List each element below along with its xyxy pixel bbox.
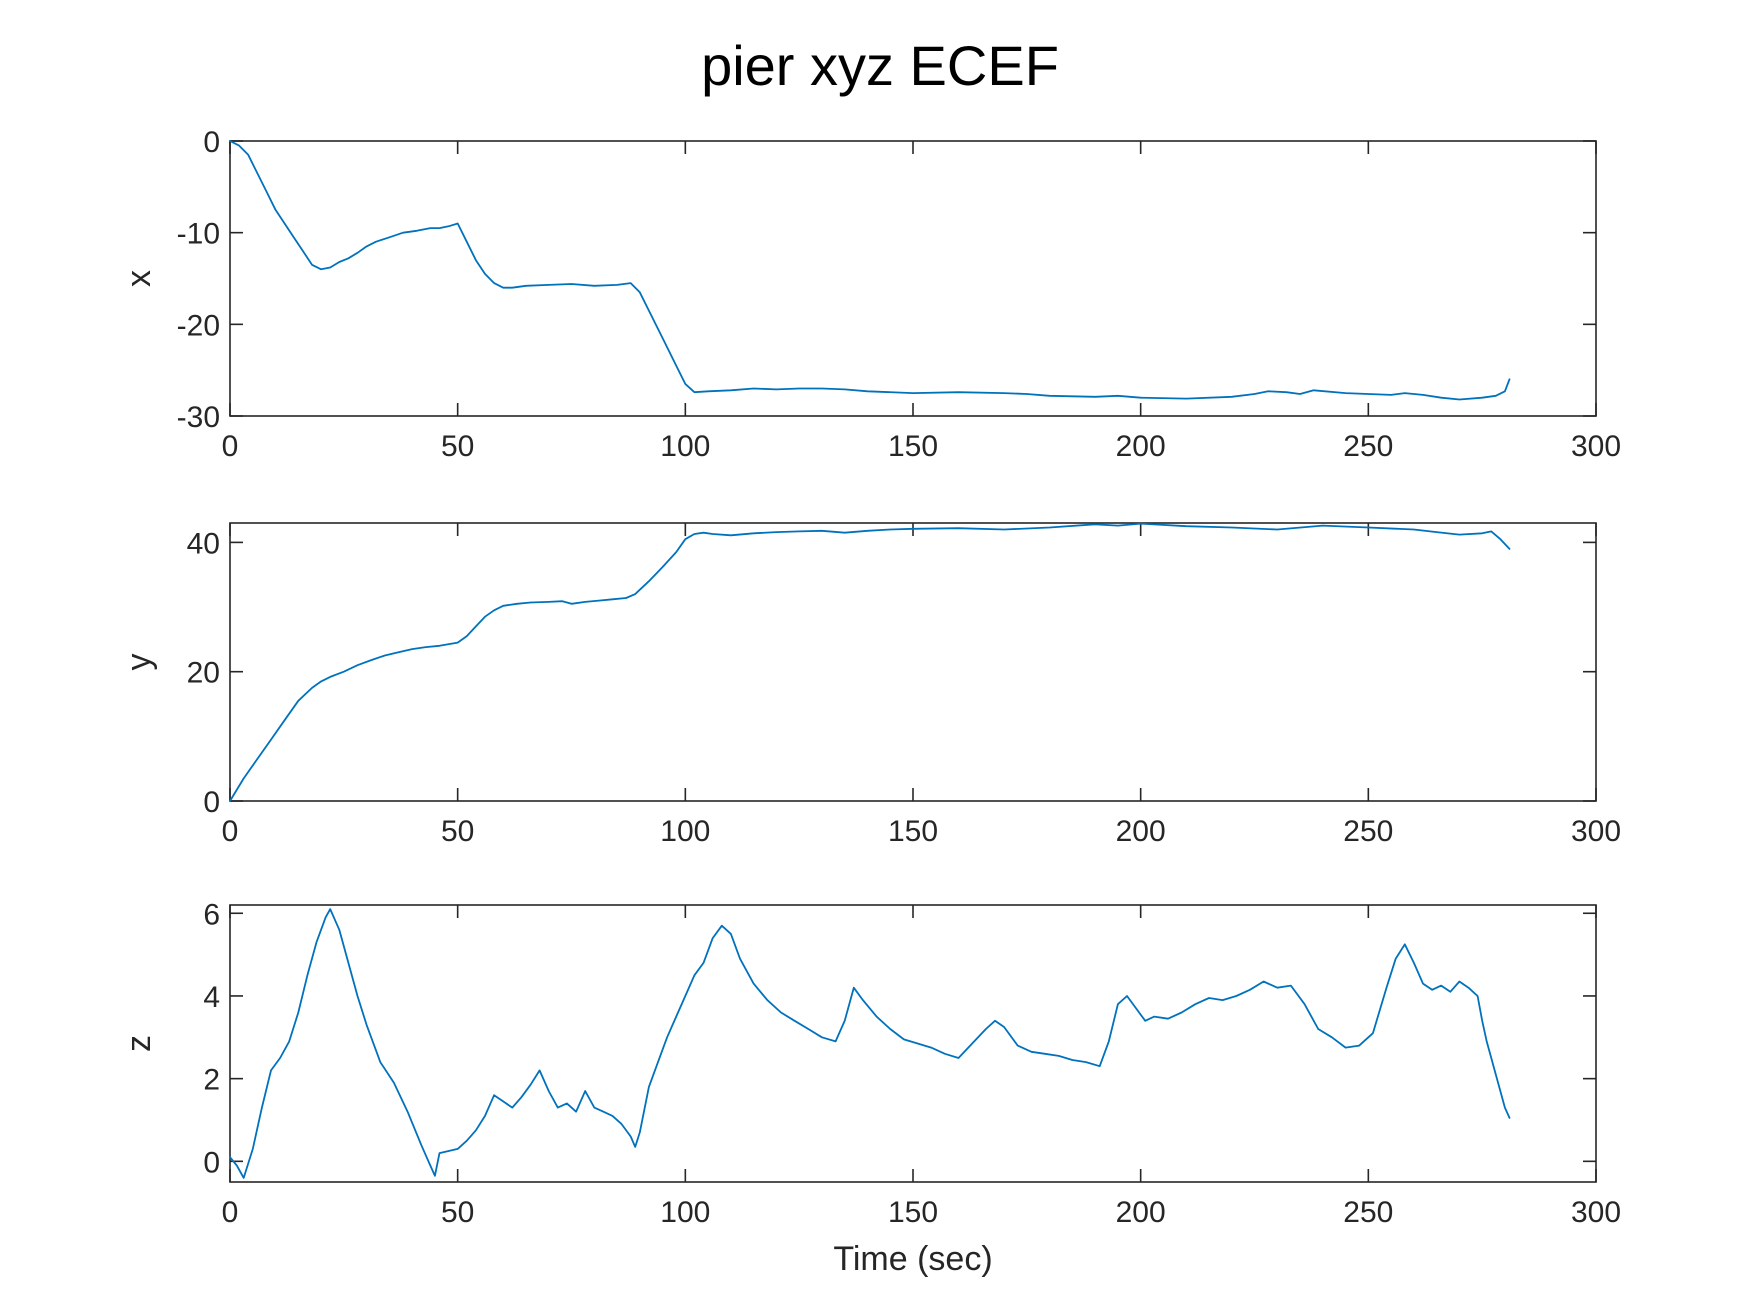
subplot-y: 0 50 100 150 200 250 300 0 20 40 y [120,522,1621,848]
x-tick-label: 150 [888,815,938,848]
x-tick-label: 300 [1571,1196,1621,1229]
x-tick-label: 250 [1343,815,1393,848]
y-tick-label: 0 [203,786,220,819]
x-tick-label: 50 [441,1196,474,1229]
x-tick-label: 0 [222,430,239,463]
x-tick-label: 150 [888,430,938,463]
x-tick-label: 150 [888,1196,938,1229]
y-tick-label: 40 [187,527,220,560]
y-axis-label: x [120,270,158,287]
y-tick-label: 6 [203,898,220,931]
subplot-x: 0 50 100 150 200 250 300 0 -10 -20 -30 x [120,126,1621,463]
x-tick-label: 250 [1343,1196,1393,1229]
x-axis-label: Time (sec) [833,1240,992,1278]
y-tick-label: -20 [177,309,220,342]
x-tick-label: 100 [660,815,710,848]
x-tick-label: 200 [1116,1196,1166,1229]
x-tick-label: 50 [441,815,474,848]
y-tick-label: -30 [177,401,220,434]
x-tick-label: 300 [1571,430,1621,463]
x-tick-label: 50 [441,430,474,463]
y-tick-label: 20 [187,657,220,690]
x-tick-label: 200 [1116,815,1166,848]
series-line-x [229,140,1511,401]
x-tick-label: 100 [660,1196,710,1229]
subplot-z: 0 50 100 150 200 250 300 0 2 4 6 z Time (sec) [120,898,1621,1278]
series-line-z [229,908,1511,1179]
y-tick-label: 0 [203,1146,220,1179]
x-tick-label: 0 [222,1196,239,1229]
y-tick-label: 2 [203,1064,220,1097]
y-tick-label: -10 [177,218,220,251]
x-tick-label: 250 [1343,430,1393,463]
x-tick-label: 100 [660,430,710,463]
y-axis-label: z [120,1035,158,1052]
x-tick-label: 300 [1571,815,1621,848]
y-tick-label: 0 [203,126,220,159]
series-line-y [229,522,1511,802]
x-tick-label: 0 [222,815,239,848]
y-axis-label: y [120,654,158,671]
x-tick-label: 200 [1116,430,1166,463]
y-tick-label: 4 [203,981,220,1014]
figure-title: pier xyz ECEF [701,34,1059,97]
